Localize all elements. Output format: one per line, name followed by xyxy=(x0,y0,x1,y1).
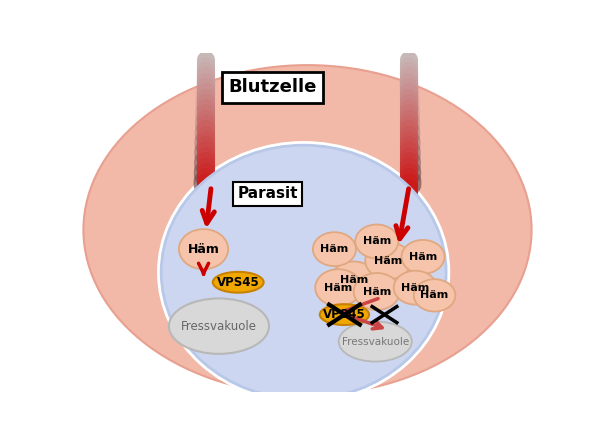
Ellipse shape xyxy=(161,145,446,400)
Text: Häm: Häm xyxy=(324,282,352,293)
Text: Blutzelle: Blutzelle xyxy=(229,78,317,96)
Ellipse shape xyxy=(313,232,356,266)
Text: Fressvakuole: Fressvakuole xyxy=(181,319,257,333)
Text: Häm: Häm xyxy=(374,256,403,266)
Ellipse shape xyxy=(365,242,412,279)
Text: Häm: Häm xyxy=(340,275,368,285)
Ellipse shape xyxy=(161,145,446,400)
Text: Häm: Häm xyxy=(320,244,349,254)
Ellipse shape xyxy=(331,261,377,298)
Text: Parasit: Parasit xyxy=(237,186,298,201)
Text: Häm: Häm xyxy=(401,282,430,293)
Text: VPS45: VPS45 xyxy=(217,276,260,289)
Ellipse shape xyxy=(355,224,398,258)
Ellipse shape xyxy=(401,240,445,274)
Text: Fressvakuole: Fressvakuole xyxy=(341,337,409,347)
Ellipse shape xyxy=(394,271,437,304)
Text: Häm: Häm xyxy=(409,252,437,262)
Ellipse shape xyxy=(169,298,269,354)
Text: VPS45: VPS45 xyxy=(323,308,366,321)
Ellipse shape xyxy=(338,322,412,362)
Ellipse shape xyxy=(179,229,228,269)
Text: Häm: Häm xyxy=(188,242,220,256)
Ellipse shape xyxy=(83,65,532,395)
Ellipse shape xyxy=(213,272,263,293)
Text: Häm: Häm xyxy=(421,290,449,301)
Text: Häm: Häm xyxy=(362,236,391,246)
Text: Häm: Häm xyxy=(362,286,391,297)
Ellipse shape xyxy=(315,269,361,306)
Ellipse shape xyxy=(414,279,455,312)
Ellipse shape xyxy=(320,304,369,325)
Ellipse shape xyxy=(353,273,400,310)
